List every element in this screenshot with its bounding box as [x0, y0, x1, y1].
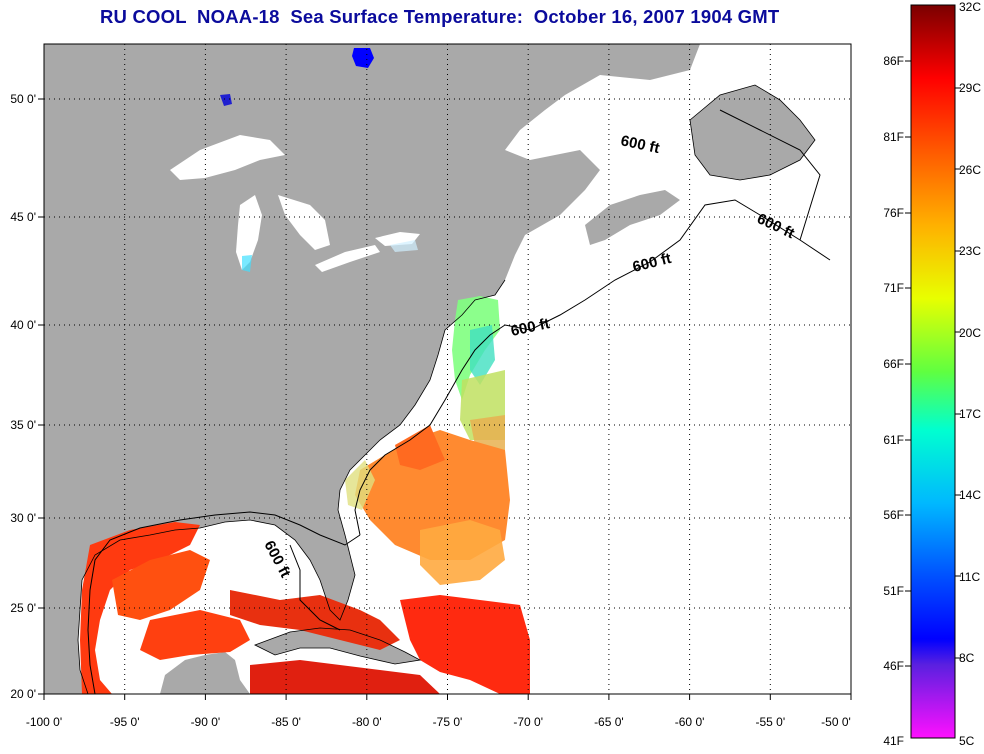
celsius-label: 5C — [959, 734, 975, 748]
lon-tick-label: -60 0' — [675, 715, 705, 729]
celsius-label: 17C — [959, 407, 981, 421]
lon-tick-label: -50 0' — [821, 715, 851, 729]
celsius-label: 23C — [959, 244, 981, 258]
graticule — [44, 44, 851, 694]
celsius-label: 14C — [959, 488, 981, 502]
land-north-america — [44, 44, 700, 694]
gulf-st-lawrence — [560, 95, 690, 188]
sst-data-overlay — [80, 48, 530, 694]
land-cuba — [255, 628, 420, 664]
fahrenheit-label: 81F — [883, 130, 904, 144]
lon-tick-label: -65 0' — [594, 715, 624, 729]
celsius-label: 20C — [959, 326, 981, 340]
fahrenheit-label: 86F — [883, 54, 904, 68]
lon-tick-label: -100 0' — [26, 715, 62, 729]
fahrenheit-label: 41F — [883, 734, 904, 748]
colorbar-ticks — [905, 60, 961, 667]
lat-tick-label: 45 0' — [10, 210, 36, 224]
tick-marks — [38, 98, 852, 700]
lat-tick-label: 35 0' — [10, 418, 36, 432]
lon-tick-label: -70 0' — [513, 715, 543, 729]
colorbar-fahrenheit-labels: 86F 81F 76F 71F 66F 61F 56F 51F 46F 41F — [883, 54, 904, 748]
colorbar — [910, 4, 956, 739]
coastline — [77, 84, 816, 694]
lat-tick-label: 20 0' — [10, 687, 36, 701]
fahrenheit-label: 76F — [883, 206, 904, 220]
fahrenheit-label: 71F — [883, 281, 904, 295]
celsius-label: 11C — [959, 570, 980, 584]
colorbar-celsius-labels: 32C 29C 26C 23C 20C 17C 14C 11C 8C 5C — [959, 0, 981, 748]
fahrenheit-label: 46F — [883, 659, 904, 673]
land-newfoundland — [690, 85, 815, 180]
lon-tick-label: -95 0' — [110, 715, 140, 729]
celsius-label: 8C — [959, 651, 975, 665]
longitude-axis: -100 0' -95 0' -90 0' -85 0' -80 0' -75 … — [26, 715, 851, 729]
fahrenheit-label: 51F — [883, 584, 904, 598]
land-yucatan — [160, 652, 250, 694]
lake-erie — [315, 245, 380, 272]
fahrenheit-label: 56F — [883, 508, 904, 522]
lake-michigan — [236, 195, 262, 270]
celsius-label: 29C — [959, 81, 981, 95]
lat-tick-label: 50 0' — [10, 92, 36, 106]
lake-superior — [170, 135, 285, 180]
lat-tick-label: 40 0' — [10, 318, 36, 332]
lat-tick-label: 25 0' — [10, 601, 36, 615]
lon-tick-label: -75 0' — [433, 715, 463, 729]
lon-tick-label: -85 0' — [271, 715, 301, 729]
map-title: RU COOL NOAA-18 Sea Surface Temperature:… — [100, 6, 780, 27]
fahrenheit-label: 66F — [883, 357, 904, 371]
lat-tick-label: 30 0' — [10, 511, 36, 525]
lon-tick-label: -55 0' — [755, 715, 785, 729]
land-nova-scotia — [585, 190, 680, 245]
lon-tick-label: -90 0' — [191, 715, 221, 729]
celsius-label: 26C — [959, 163, 981, 177]
celsius-label: 32C — [959, 0, 981, 14]
latitude-axis: 50 0' 45 0' 40 0' 35 0' 30 0' 25 0' 20 0… — [10, 92, 36, 701]
lake-huron — [278, 195, 330, 250]
lon-tick-label: -80 0' — [352, 715, 382, 729]
fahrenheit-label: 61F — [883, 433, 904, 447]
